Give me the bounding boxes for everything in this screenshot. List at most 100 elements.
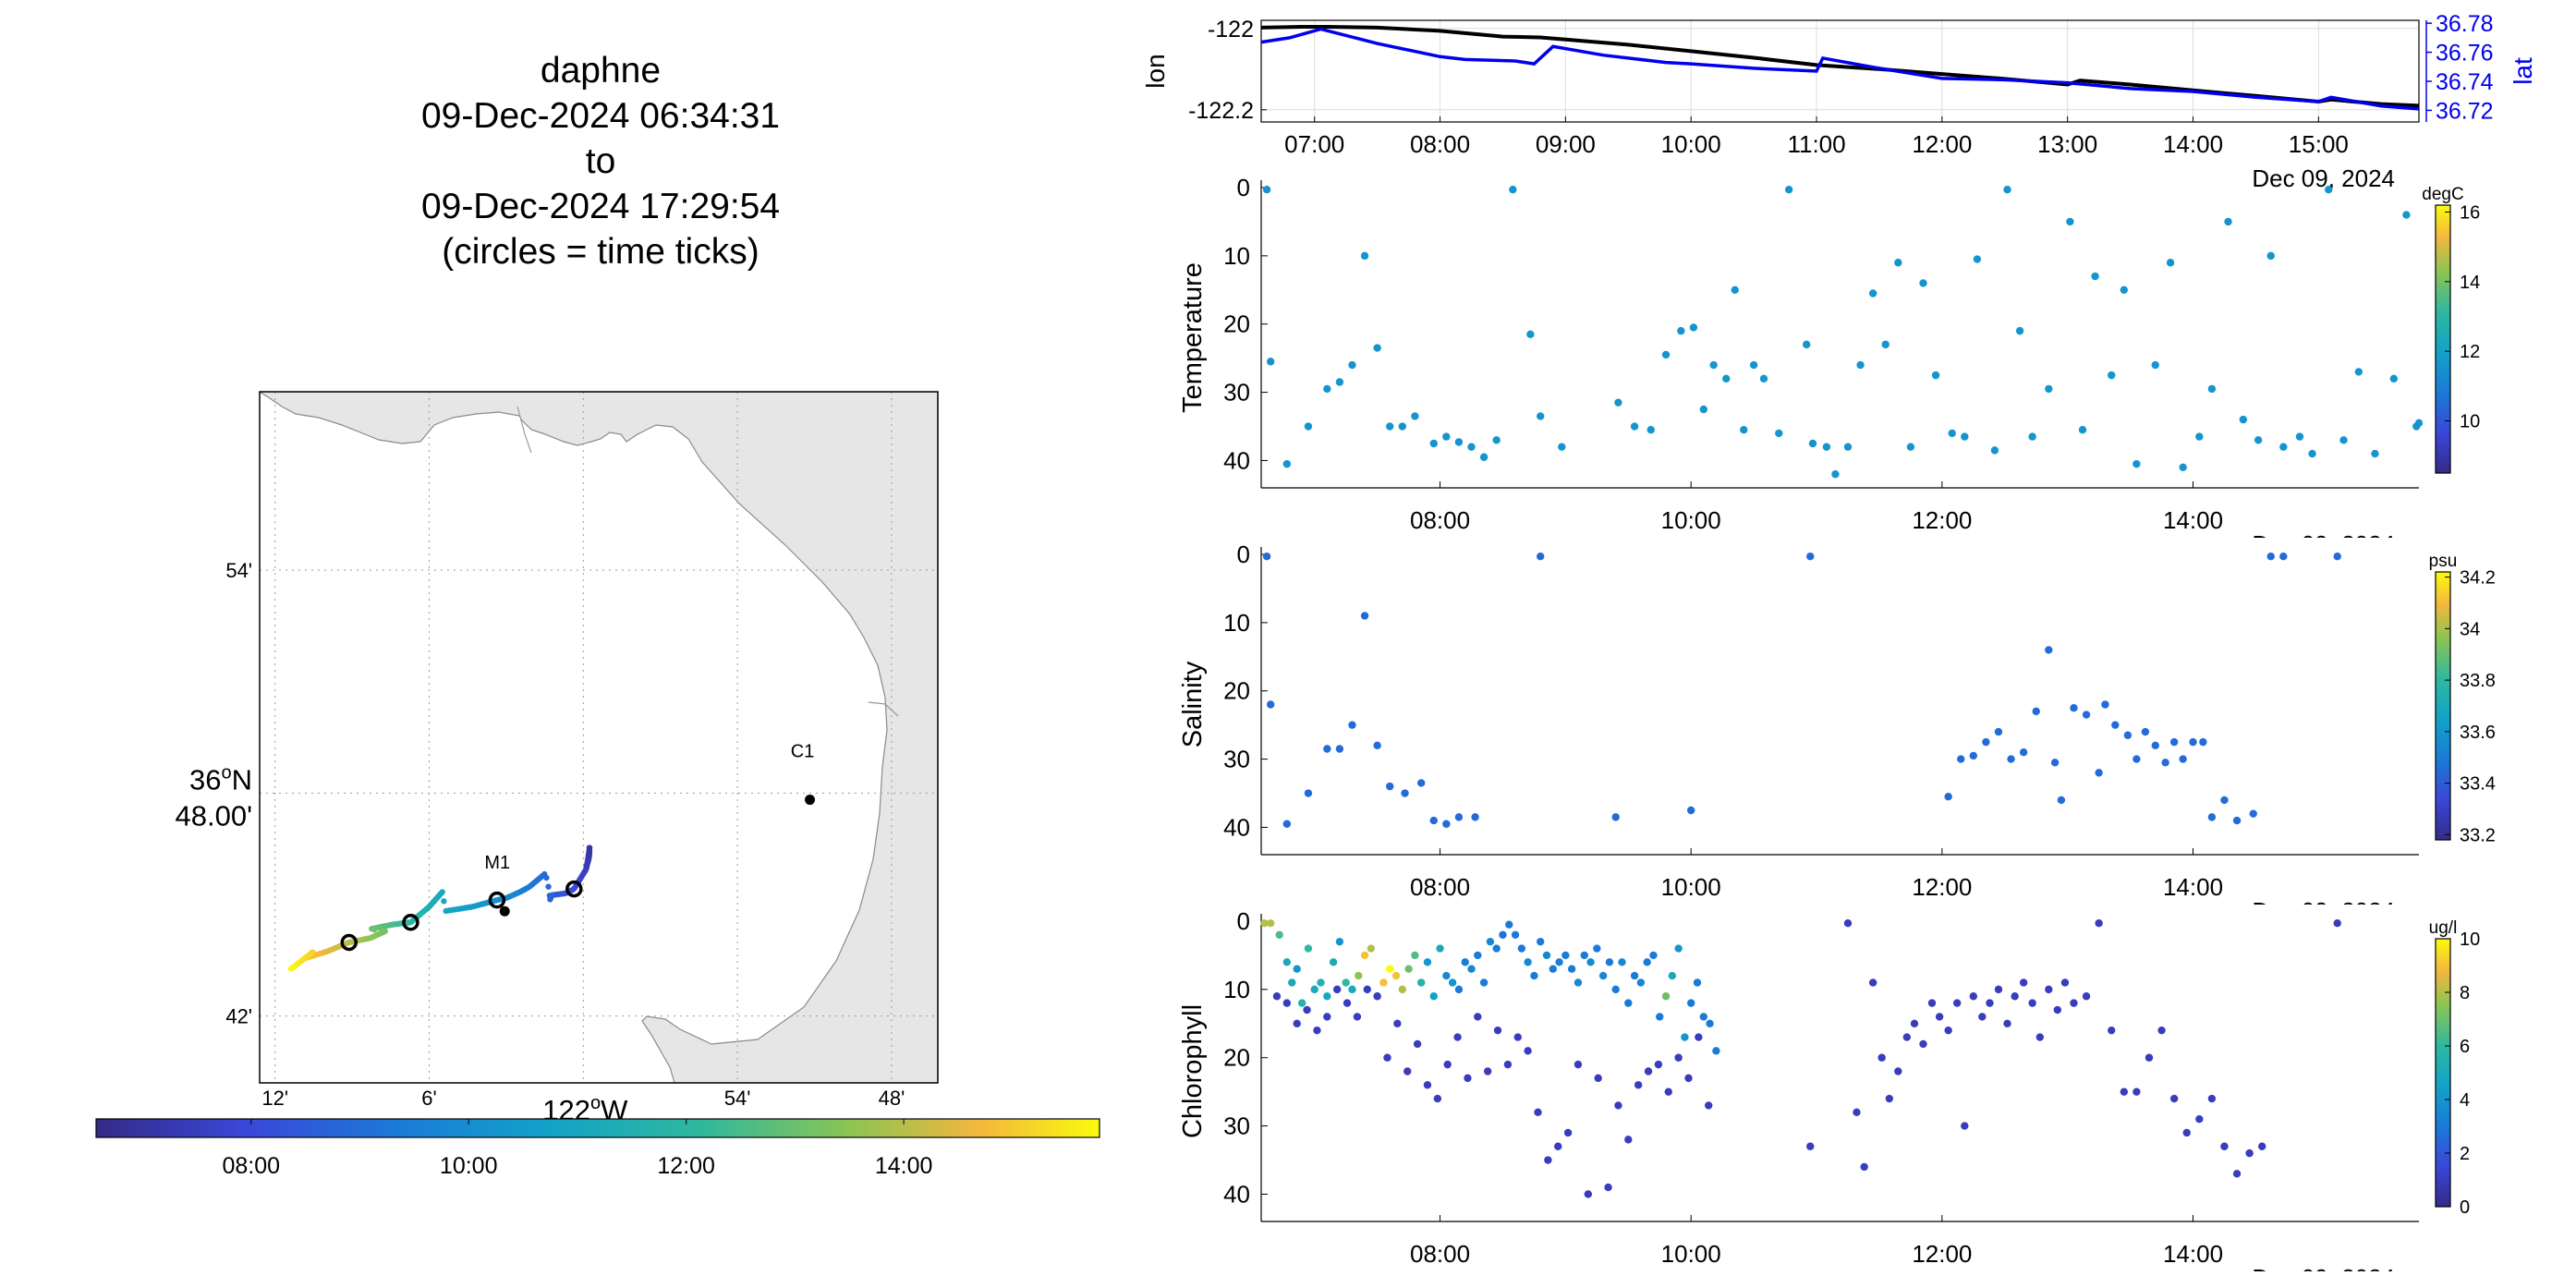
chlorophyll-point	[1524, 1047, 1532, 1055]
chlorophyll-point	[1624, 1136, 1633, 1144]
chlorophyll-point	[1563, 1128, 1573, 1137]
chlorophyll-point	[1885, 1094, 1894, 1103]
chlorophyll-point	[2220, 1142, 2229, 1150]
temperature-cbar-tick-label: 16	[2460, 203, 2480, 224]
chlorophyll-point	[1442, 971, 1451, 980]
temperature-point	[2325, 186, 2333, 194]
salinity-point	[2189, 737, 2197, 747]
salinity-point	[2082, 711, 2091, 719]
temperature-cbar-tick-label: 10	[2460, 412, 2480, 432]
chlorophyll-point	[1693, 978, 1702, 987]
temperature-point	[1709, 360, 1718, 370]
temperature-point	[2078, 426, 2087, 434]
salinity-point	[2019, 748, 2028, 757]
chlorophyll-point	[1266, 919, 1275, 928]
temperature-point	[1509, 186, 1517, 194]
salinity-point	[2220, 796, 2229, 805]
temperature-point	[1881, 340, 1889, 349]
temperature-point	[1262, 186, 1271, 194]
temperature-point	[1266, 358, 1275, 366]
chlorophyll-point	[1513, 1033, 1522, 1041]
chlorophyll-point	[1561, 951, 1570, 960]
temperature-point	[2132, 459, 2141, 468]
temperature-point	[1931, 371, 1940, 380]
temperature-point	[1429, 439, 1438, 448]
chlorophyll-point	[2035, 1033, 2045, 1041]
chlorophyll-ytick-label: 30	[1223, 1112, 1250, 1140]
lat-main-minutes: 48.00'	[176, 799, 253, 832]
chlorophyll-point	[1413, 1039, 1422, 1049]
salinity-unit: psu	[2429, 552, 2458, 571]
chlorophyll-point	[1574, 978, 1583, 987]
chlorophyll-point	[1580, 951, 1588, 960]
lat-tick-label: 36.72	[2436, 98, 2494, 124]
lonlat-axes-box	[1260, 19, 2420, 123]
chlorophyll-point	[1636, 978, 1646, 987]
salinity-cbar-tick-label: 33.4	[2460, 774, 2496, 795]
salinity-point	[2207, 813, 2217, 821]
chlorophyll-point	[1894, 1067, 1902, 1075]
temperature-point	[1537, 412, 1545, 420]
chlorophyll-point	[1668, 971, 1677, 980]
chlorophyll-point	[1511, 930, 1520, 939]
chlorophyll-point	[1674, 1053, 1683, 1062]
chlorophyll-point	[2258, 1142, 2266, 1150]
chlorophyll-point	[1416, 978, 1426, 987]
temperature-point	[1775, 429, 1783, 438]
salinity-point	[2123, 731, 2132, 739]
lat-tick-label: 36.78	[2436, 11, 2494, 37]
lon-tick: 54'	[724, 1087, 751, 1110]
temperature-point	[2371, 449, 2379, 458]
station-label: C1	[791, 742, 815, 762]
chlorophyll-point	[1260, 919, 1269, 928]
chlorophyll-point	[2095, 919, 2103, 928]
track-point	[545, 883, 552, 890]
chlorophyll-point	[1282, 999, 1292, 1007]
track-point	[441, 898, 447, 905]
salinity-point	[1442, 820, 1451, 828]
lon-tick-label: -122.2	[1188, 98, 1254, 124]
chlorophyll-point	[2145, 1053, 2154, 1062]
chlorophyll-point	[1517, 944, 1526, 953]
temperature-point	[2195, 432, 2204, 441]
chlorophyll-point	[2082, 992, 2091, 1001]
chlorophyll-xtick-label: 10:00	[1661, 1240, 1721, 1268]
temperature-point	[1699, 405, 1707, 414]
temperature-cbar-tick-label: 14	[2460, 273, 2480, 293]
salinity-cbar-tick-label: 34.2	[2460, 568, 2496, 589]
chlorophyll-point	[2245, 1148, 2254, 1158]
chlorophyll-point	[1544, 1156, 1552, 1164]
river-1	[516, 406, 532, 454]
temperature-point	[2279, 443, 2288, 451]
temperature-point	[2151, 360, 2159, 370]
chlorophyll-point	[1317, 978, 1325, 987]
chlorophyll-point	[1661, 992, 1671, 1001]
chlorophyll-point	[1598, 971, 1608, 980]
salinity-xtick-label: 14:00	[2163, 873, 2223, 901]
chlorophyll-colorbar	[2435, 938, 2451, 1208]
chlorophyll-point	[1554, 1142, 1562, 1150]
chlorophyll-point	[1684, 1074, 1693, 1083]
salinity-point	[1262, 553, 1271, 561]
chlorophyll-point	[1391, 971, 1401, 980]
platform-name: daphne	[540, 51, 662, 91]
temperature-xtick-label: 10:00	[1661, 506, 1721, 534]
temperature-point	[1335, 378, 1344, 386]
salinity-point	[1323, 745, 1331, 753]
lon-tick: 48'	[879, 1087, 905, 1110]
lonlat-xtick-label: 12:00	[1912, 130, 1972, 158]
chlorophyll-point	[1935, 1013, 1944, 1021]
temperature-point	[1749, 360, 1758, 370]
temperature-point	[1808, 439, 1817, 448]
chlorophyll-point	[1293, 965, 1301, 973]
temperature-point	[2389, 374, 2399, 383]
map-frame	[259, 391, 939, 1084]
temperature-point	[2239, 415, 2248, 424]
salinity-point	[1611, 813, 1620, 821]
chlorophyll-point	[2120, 1088, 2129, 1096]
temperature-point	[1282, 459, 1292, 468]
temperature-ytick-label: 0	[1237, 174, 1250, 201]
chlorophyll-point	[1986, 999, 1994, 1007]
chlorophyll-point	[1363, 985, 1371, 994]
temperature-point	[1323, 384, 1331, 394]
